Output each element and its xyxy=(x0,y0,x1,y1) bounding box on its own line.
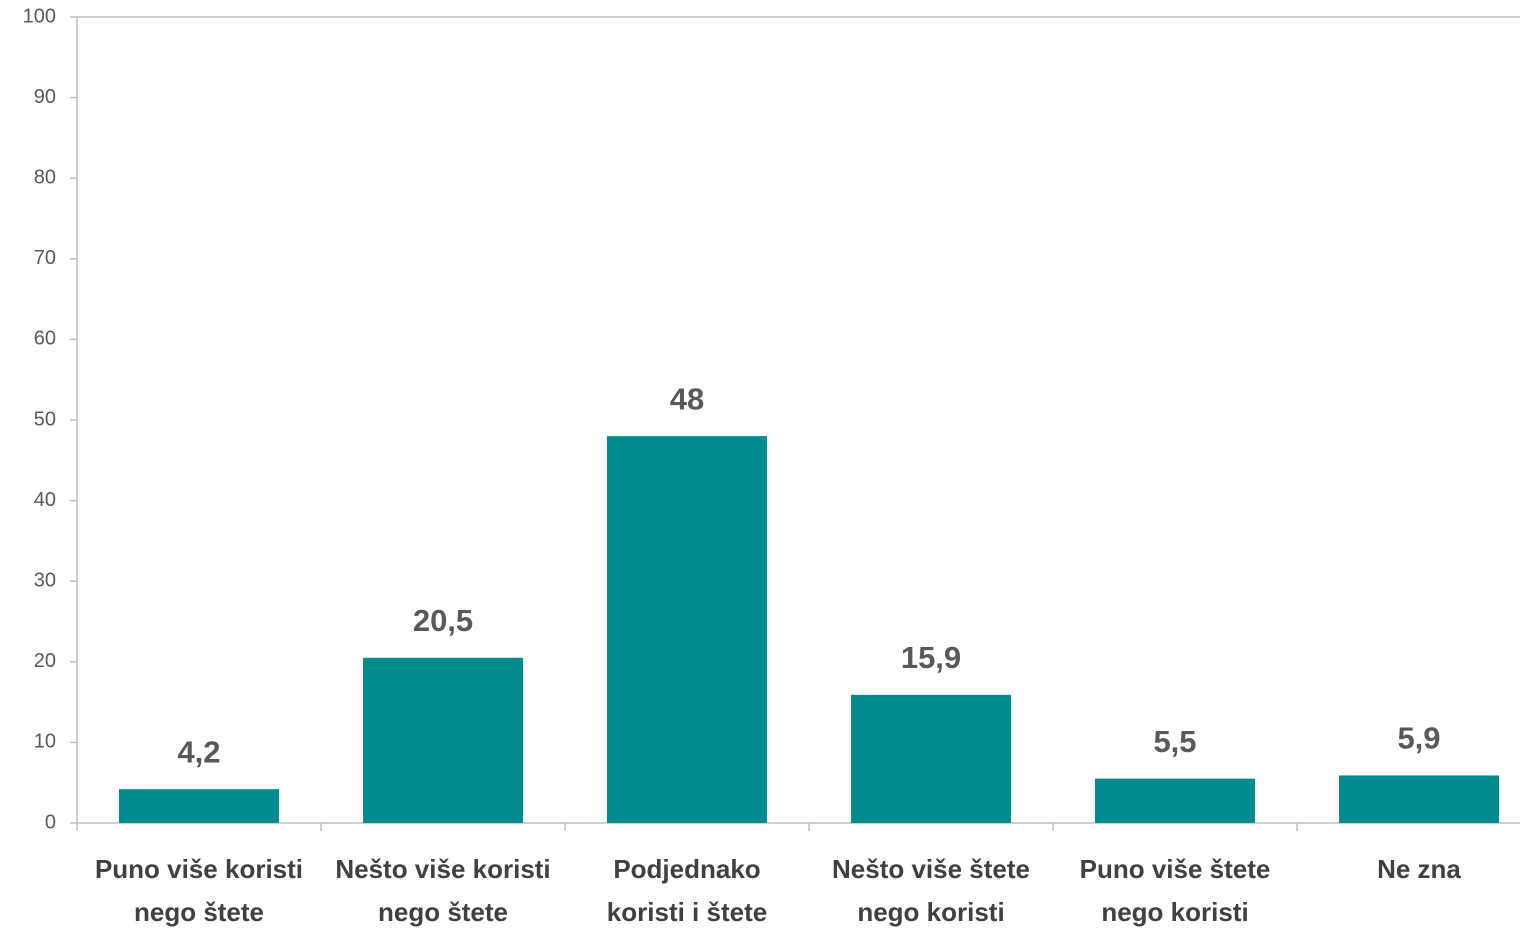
y-tick-label: 100 xyxy=(23,5,56,27)
x-tick-label: Nešto više štete xyxy=(832,854,1030,884)
x-tick-label: nego štete xyxy=(134,897,264,927)
x-tick-label: Ne zna xyxy=(1377,854,1461,884)
value-label: 20,5 xyxy=(413,603,473,638)
x-tick-label: nego štete xyxy=(378,897,508,927)
value-label: 5,9 xyxy=(1397,721,1440,756)
x-tick-label: koristi i štete xyxy=(607,897,767,927)
x-tick-label: nego koristi xyxy=(1101,897,1248,927)
y-tick-label: 80 xyxy=(34,166,56,188)
y-tick-label: 90 xyxy=(34,86,56,108)
y-tick-label: 10 xyxy=(34,731,56,753)
y-tick-label: 20 xyxy=(34,650,56,672)
y-tick-label: 40 xyxy=(34,489,56,511)
y-tick-label: 50 xyxy=(34,408,56,430)
bar xyxy=(1339,775,1499,823)
y-tick-label: 70 xyxy=(34,247,56,269)
value-label: 48 xyxy=(670,381,704,416)
x-tick-label: Podjednako xyxy=(613,854,760,884)
bar xyxy=(1095,778,1255,823)
bar xyxy=(851,694,1011,823)
bar xyxy=(363,657,523,823)
y-tick-label: 0 xyxy=(45,811,56,833)
y-tick-label: 60 xyxy=(34,328,56,350)
x-tick-label: Nešto više koristi xyxy=(335,854,550,884)
y-tick-label: 30 xyxy=(34,569,56,591)
value-label: 4,2 xyxy=(177,734,220,769)
bar xyxy=(607,436,767,823)
x-tick-label: Puno više koristi xyxy=(95,854,303,884)
x-tick-label: Puno više štete xyxy=(1080,854,1271,884)
value-label: 15,9 xyxy=(901,640,961,675)
x-tick-label: nego koristi xyxy=(857,897,1004,927)
value-label: 5,5 xyxy=(1153,724,1196,759)
bar xyxy=(119,789,279,823)
